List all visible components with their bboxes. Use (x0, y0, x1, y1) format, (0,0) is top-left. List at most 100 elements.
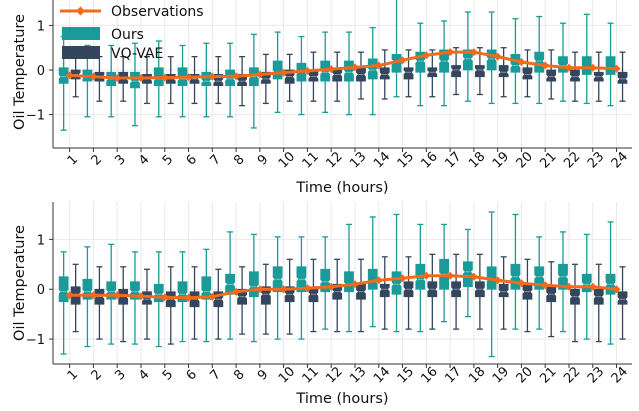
box-ours (558, 56, 568, 73)
observations-line (69, 50, 617, 80)
x-tick-label: 19 (490, 149, 512, 171)
observations-marker (303, 284, 312, 293)
observations-marker (493, 276, 502, 285)
x-tick-label: 24 (609, 149, 631, 171)
x-tick-label: 7 (207, 367, 223, 383)
box-vqvae (379, 283, 390, 298)
x-tick-label: 13 (347, 364, 369, 386)
observations-marker (136, 74, 145, 83)
box-vqvae (617, 71, 628, 84)
observations-marker (255, 70, 264, 79)
x-tick-label: 4 (136, 367, 152, 383)
observations-marker (564, 63, 573, 72)
x-tick-label: 5 (160, 367, 176, 383)
observations-marker (612, 64, 621, 73)
x-axis-label: Time (hours) (295, 180, 388, 196)
x-tick-label: 15 (395, 364, 417, 386)
box-ours (58, 276, 69, 303)
x-tick-label: 1 (65, 152, 81, 168)
box-vqvae (308, 69, 319, 82)
observations-marker (517, 57, 526, 66)
x-tick-label: 24 (609, 364, 631, 386)
box-ours (581, 56, 592, 75)
legend-vqvae-swatch (62, 46, 100, 59)
x-tick-label: 20 (514, 149, 536, 171)
x-tick-label: 7 (207, 152, 223, 168)
x-tick-label: 20 (514, 364, 536, 386)
observations-marker (446, 48, 455, 57)
x-tick-label: 17 (442, 149, 464, 171)
x-tick-label: 10 (276, 364, 298, 386)
x-tick-label: 22 (561, 149, 583, 171)
observations-marker (374, 61, 383, 70)
observations-marker (422, 271, 431, 280)
observations-marker (327, 282, 336, 291)
observations-marker (493, 52, 502, 61)
observations-marker (89, 72, 98, 81)
observations-marker (327, 65, 336, 74)
box-ours (344, 271, 354, 293)
x-tick-label: 15 (395, 149, 417, 171)
x-tick-label: 11 (300, 364, 322, 386)
x-tick-label: 2 (89, 152, 105, 168)
x-tick-label: 21 (537, 149, 559, 171)
x-tick-label: 11 (300, 149, 322, 171)
box-ours (605, 56, 616, 75)
x-tick-label: 22 (561, 364, 583, 386)
x-tick-label: 5 (160, 152, 176, 168)
observations-marker (612, 285, 621, 294)
observations-marker (541, 61, 550, 70)
box-ours (58, 67, 69, 84)
box-ours (391, 54, 402, 73)
x-tick-label: 16 (419, 149, 441, 171)
observations-marker (517, 279, 526, 288)
x-tick-label: 23 (585, 149, 607, 171)
x-tick-label: 3 (112, 152, 128, 168)
observations-marker (279, 68, 288, 77)
y-axis-label: Oil Temperature (12, 225, 28, 341)
box-vqvae (522, 67, 533, 80)
observations-marker (160, 293, 169, 302)
x-tick-label: 14 (371, 364, 393, 386)
x-tick-label: 9 (255, 367, 271, 383)
box-vqvae (498, 283, 509, 298)
box-vqvae (498, 65, 509, 78)
box-ours (391, 271, 402, 295)
x-tick-label: 13 (347, 149, 369, 171)
observations-marker (208, 72, 217, 81)
observations-marker (588, 63, 597, 72)
x-tick-label: 21 (537, 364, 559, 386)
box-vqvae (546, 69, 557, 82)
x-tick-label: 6 (184, 152, 200, 168)
observations-marker (279, 285, 288, 294)
y-tick-label: −1 (26, 333, 45, 348)
legend-observations-label: Observations (111, 4, 204, 20)
observations-marker (65, 291, 74, 300)
x-tick-label: 18 (466, 149, 488, 171)
observations-marker (422, 51, 431, 60)
legend: Observations Ours VQ-VAE (60, 4, 204, 62)
observations-marker (113, 291, 122, 300)
box-ours (130, 71, 140, 89)
x-tick-label: 16 (419, 364, 441, 386)
x-tick-label: 2 (89, 367, 105, 383)
y-tick-label: −1 (26, 109, 45, 124)
observations-marker (374, 276, 383, 285)
box-ours (581, 273, 592, 293)
box-ours (201, 71, 212, 86)
legend-observations-marker (76, 6, 85, 16)
box-ours (367, 58, 378, 80)
observations-marker (136, 292, 145, 301)
observations-marker (564, 282, 573, 291)
y-tick-label: 1 (37, 233, 45, 248)
x-tick-label: 8 (231, 367, 247, 383)
observations-marker (398, 56, 407, 65)
box-vqvae (379, 67, 390, 80)
x-tick-label: 12 (323, 149, 345, 171)
observations-marker (303, 66, 312, 75)
box-vqvae (403, 67, 414, 80)
observations-marker (65, 71, 74, 80)
